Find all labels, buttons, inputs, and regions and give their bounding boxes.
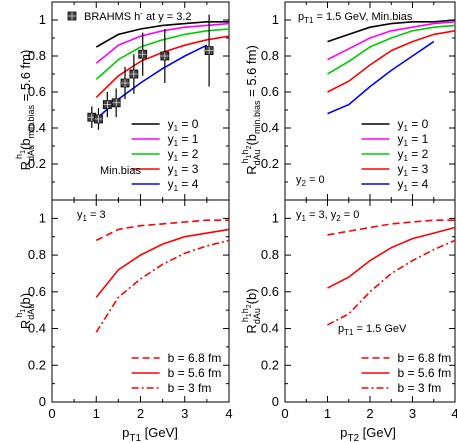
y-tick-label: 0.8 bbox=[28, 247, 46, 262]
annotation-y1-3-y2-0: y1 = 3, y2 = 0 bbox=[296, 209, 359, 223]
legend-label: b = 3 fm bbox=[398, 381, 442, 395]
y-tick-label: 1 bbox=[39, 210, 46, 225]
y-axis-label-bottom-left: RdAuh1(b) bbox=[14, 293, 36, 329]
series-line-y1-2 bbox=[327, 24, 456, 75]
y-tick-label: 1 bbox=[272, 12, 279, 27]
series-line-y1-1 bbox=[327, 21, 456, 61]
y-tick-label: 0.6 bbox=[261, 284, 279, 299]
legend-label: b = 5.6 fm bbox=[398, 366, 452, 380]
series-line-b-5-6-fm bbox=[327, 226, 456, 289]
x-tick-label: 3 bbox=[409, 406, 416, 421]
annotation-pt1-1-5: pT1 = 1.5 GeV bbox=[338, 323, 407, 337]
y-tick-label: 1 bbox=[39, 12, 46, 27]
y-tick-label: 0.4 bbox=[28, 120, 46, 135]
y-tick-label: 0.2 bbox=[261, 357, 279, 372]
series-line-b-5-6-fm bbox=[95, 228, 230, 298]
y-tick-label: 0.4 bbox=[261, 120, 279, 135]
annotation-y1-3: y1 = 3 bbox=[77, 209, 106, 223]
legend-label: y1 = 3 bbox=[168, 162, 199, 178]
series-line-y1-1 bbox=[95, 22, 230, 64]
x-tick-label: 0 bbox=[281, 406, 288, 421]
legend-label: y1 = 0 bbox=[398, 117, 429, 133]
legend-label: y1 = 1 bbox=[398, 132, 429, 148]
series-line-y1-0 bbox=[327, 19, 456, 43]
legend-label: b = 6.8 fm bbox=[398, 351, 452, 365]
x-tick-label: 4 bbox=[451, 406, 457, 421]
y-tick-label: 0.6 bbox=[28, 84, 46, 99]
y-tick-label: 0.6 bbox=[261, 84, 279, 99]
y-tick-label: 1 bbox=[272, 210, 279, 225]
y-tick-label: 0.2 bbox=[28, 156, 46, 171]
y-tick-label: 0 bbox=[272, 394, 279, 409]
legend-label: b = 5.6 fm bbox=[168, 366, 222, 380]
x-tick-label: 1 bbox=[324, 406, 331, 421]
legend-label: y1 = 2 bbox=[398, 147, 429, 163]
x-tick-label: 1 bbox=[93, 406, 100, 421]
series-line-y1-2 bbox=[95, 28, 230, 80]
series-line-b-6-8-fm bbox=[95, 219, 229, 242]
y-tick-label: 0.2 bbox=[261, 156, 279, 171]
brahms-legend-marker bbox=[67, 11, 77, 21]
y-tick-label: 0.6 bbox=[28, 284, 46, 299]
legend-label: b = 6.8 fm bbox=[168, 351, 222, 365]
y-tick-label: 0.8 bbox=[28, 48, 46, 63]
legend-label: y1 = 2 bbox=[168, 147, 199, 163]
series-line-b-3-fm bbox=[95, 239, 230, 333]
y-tick-label: 0.4 bbox=[28, 321, 46, 336]
annotation-min-bias: Min.bias bbox=[100, 165, 141, 177]
x-tick-label: 2 bbox=[137, 406, 144, 421]
y-tick-label: 0.8 bbox=[261, 48, 279, 63]
legend-label: y1 = 4 bbox=[168, 177, 199, 193]
legend-label: y1 = 3 bbox=[398, 162, 429, 178]
annotation-y2-zero: y2 = 0 bbox=[296, 174, 325, 188]
brahms-legend-label: BRAHMS h- at y = 3.2 bbox=[84, 9, 192, 23]
x-tick-label: 2 bbox=[366, 406, 373, 421]
legend-label: b = 3 fm bbox=[168, 381, 212, 395]
series-line-y1-3 bbox=[327, 30, 456, 93]
x-tick-label: 0 bbox=[48, 406, 55, 421]
y-tick-label: 0 bbox=[39, 394, 46, 409]
y-tick-label: 0.4 bbox=[261, 321, 279, 336]
x-tick-label: 4 bbox=[225, 406, 232, 421]
legend-label: y1 = 1 bbox=[168, 132, 199, 148]
series-line-y1-0 bbox=[95, 20, 229, 48]
series-line-b-3-fm bbox=[327, 239, 456, 326]
y-tick-label: 0.2 bbox=[28, 357, 46, 372]
legend-label: y1 = 4 bbox=[398, 177, 429, 193]
legend-label: y1 = 0 bbox=[168, 117, 199, 133]
annotation-pt1-minbias: pT1 = 1.5 GeV, Min.bias bbox=[298, 11, 413, 25]
x-tick-label: 3 bbox=[181, 406, 188, 421]
y-tick-label: 0.8 bbox=[261, 247, 279, 262]
series-line-y1-4 bbox=[327, 40, 435, 115]
